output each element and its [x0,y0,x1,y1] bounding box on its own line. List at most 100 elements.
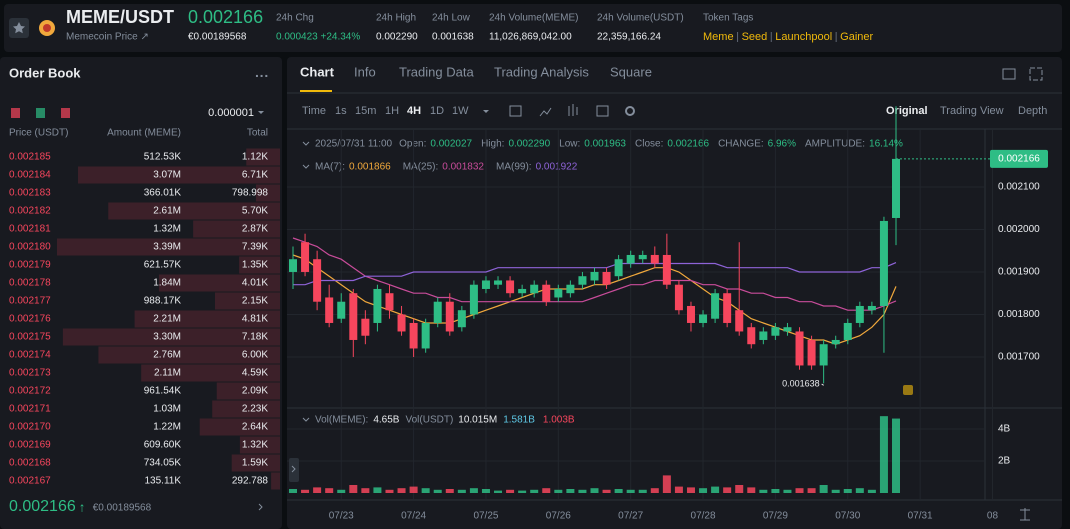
collapse-caret[interactable] [302,164,310,169]
template-icon[interactable] [596,105,609,117]
view-button[interactable]: Depth [1018,105,1047,117]
ask-amount[interactable]: 3.07M [153,170,181,181]
interval-button[interactable]: 15m [355,105,376,117]
ask-total[interactable]: 4.01K [242,278,268,289]
precision-select[interactable]: 0.000001 [208,107,254,119]
ask-price[interactable]: 0.002170 [9,422,51,433]
ask-amount[interactable]: 2.11M [154,368,181,379]
ask-amount[interactable]: 621.57K [144,260,182,271]
interval-button[interactable]: 1W [452,105,469,117]
ask-total[interactable]: 7.18K [242,332,268,343]
ask-price[interactable]: 0.002172 [9,386,51,397]
token-tag[interactable]: Meme [703,31,734,43]
ask-amount[interactable]: 988.17K [144,296,182,307]
ask-amount[interactable]: 1.03M [153,404,181,415]
ask-amount[interactable]: 3.39M [153,242,181,253]
ask-total[interactable]: 1.59K [242,458,268,469]
layout-icon[interactable] [1029,67,1043,81]
ask-price[interactable]: 0.002178 [9,278,51,289]
ask-price[interactable]: 0.002177 [9,296,51,307]
indicator-icon[interactable] [539,107,552,117]
ask-amount[interactable]: 609.60K [144,440,182,451]
candle-body [445,301,454,332]
ask-amount[interactable]: 135.11K [144,476,181,487]
ask-amount[interactable]: 961.54K [144,386,182,397]
ask-price[interactable]: 0.002168 [9,458,51,469]
view-both-icon[interactable] [11,108,20,118]
candle-body [337,301,346,319]
view-button[interactable]: Trading View [940,105,1004,117]
ask-price[interactable]: 0.002185 [9,152,51,163]
ask-total[interactable]: 2.64K [242,422,268,433]
ask-price[interactable]: 0.002180 [9,242,51,253]
ask-price[interactable]: 0.002181 [9,224,51,235]
ask-amount[interactable]: 3.30M [153,332,181,343]
ask-amount[interactable]: 366.01K [144,188,182,199]
chart-tab[interactable]: Trading Analysis [494,64,589,79]
token-tag[interactable]: Launchpool [775,31,832,43]
token-tag[interactable]: Gainer [840,31,873,43]
ask-total[interactable]: 2.09K [242,386,268,397]
ask-amount[interactable]: 2.61M [153,206,181,217]
more-intervals[interactable] [483,110,489,113]
more-arrow[interactable] [258,503,263,511]
view-asks-icon[interactable] [61,108,70,118]
ask-total[interactable]: 2.15K [242,296,268,307]
chart-tab[interactable]: Chart [300,64,335,79]
ask-price[interactable]: 0.002176 [9,314,51,325]
view-button[interactable]: Original [886,105,928,117]
collapse-caret[interactable] [302,417,310,422]
ask-amount[interactable]: 734.05K [144,458,182,469]
ask-price[interactable]: 0.002171 [9,404,51,415]
ask-total[interactable]: 1.12K [242,152,268,163]
ask-total[interactable]: 6.71K [242,170,268,181]
ask-price[interactable]: 0.002183 [9,188,51,199]
candle-type-icon[interactable] [568,104,578,116]
ask-total[interactable]: 2.23K [242,404,268,415]
more-icon[interactable]: ··· [255,68,269,84]
ask-amount[interactable]: 2.76M [153,350,181,361]
fullscreen-icon[interactable] [1002,68,1016,80]
ask-amount[interactable]: 1.22M [153,422,181,433]
ask-total[interactable]: 798.998 [232,188,269,199]
view-bids-icon[interactable] [36,108,45,118]
collapse-caret[interactable] [302,141,310,146]
alert-icon[interactable] [903,385,913,395]
scroll-arrow[interactable] [291,465,296,473]
token-tag[interactable]: Seed [742,31,768,43]
ask-amount[interactable]: 1.32M [153,224,181,235]
settings-icon[interactable] [625,106,635,116]
ask-total[interactable]: 7.39K [242,242,268,253]
ask-price[interactable]: 0.002174 [9,350,51,361]
chart-tab[interactable]: Square [610,64,652,79]
ask-total[interactable]: 2.87K [242,224,268,235]
ask-price[interactable]: 0.002175 [9,332,51,343]
ask-price[interactable]: 0.002169 [9,440,51,451]
ask-price[interactable]: 0.002179 [9,260,51,271]
interval-button[interactable]: 1H [385,105,399,117]
candle-body [771,327,780,336]
ask-price[interactable]: 0.002182 [9,206,51,217]
calendar-icon[interactable] [509,105,522,117]
ask-price[interactable]: 0.002184 [9,170,51,181]
ask-amount[interactable]: 512.53K [144,152,182,163]
interval-button[interactable]: 1s [335,105,347,117]
ask-amount[interactable]: 2.21M [153,314,181,325]
ask-total[interactable]: 1.35K [242,260,268,271]
ask-total[interactable]: 6.00K [242,350,268,361]
pair-subtitle[interactable]: Memecoin Price ↗ [66,32,149,43]
axis-scale-icon[interactable] [1020,508,1030,521]
interval-button[interactable]: 4H [407,105,421,117]
x-tick-label: 07/28 [691,511,716,522]
ask-total[interactable]: 4.59K [242,368,268,379]
chart-tab[interactable]: Trading Data [399,64,474,79]
ask-total[interactable]: 1.32K [242,440,268,451]
ask-total[interactable]: 4.81K [242,314,268,325]
ask-price[interactable]: 0.002173 [9,368,51,379]
interval-button[interactable]: 1D [430,105,444,117]
ask-total[interactable]: 292.788 [232,476,269,487]
chart-tab[interactable]: Info [354,64,376,79]
ask-price[interactable]: 0.002167 [9,476,51,487]
ask-total[interactable]: 5.70K [242,206,268,217]
ask-amount[interactable]: 1.84M [153,278,181,289]
